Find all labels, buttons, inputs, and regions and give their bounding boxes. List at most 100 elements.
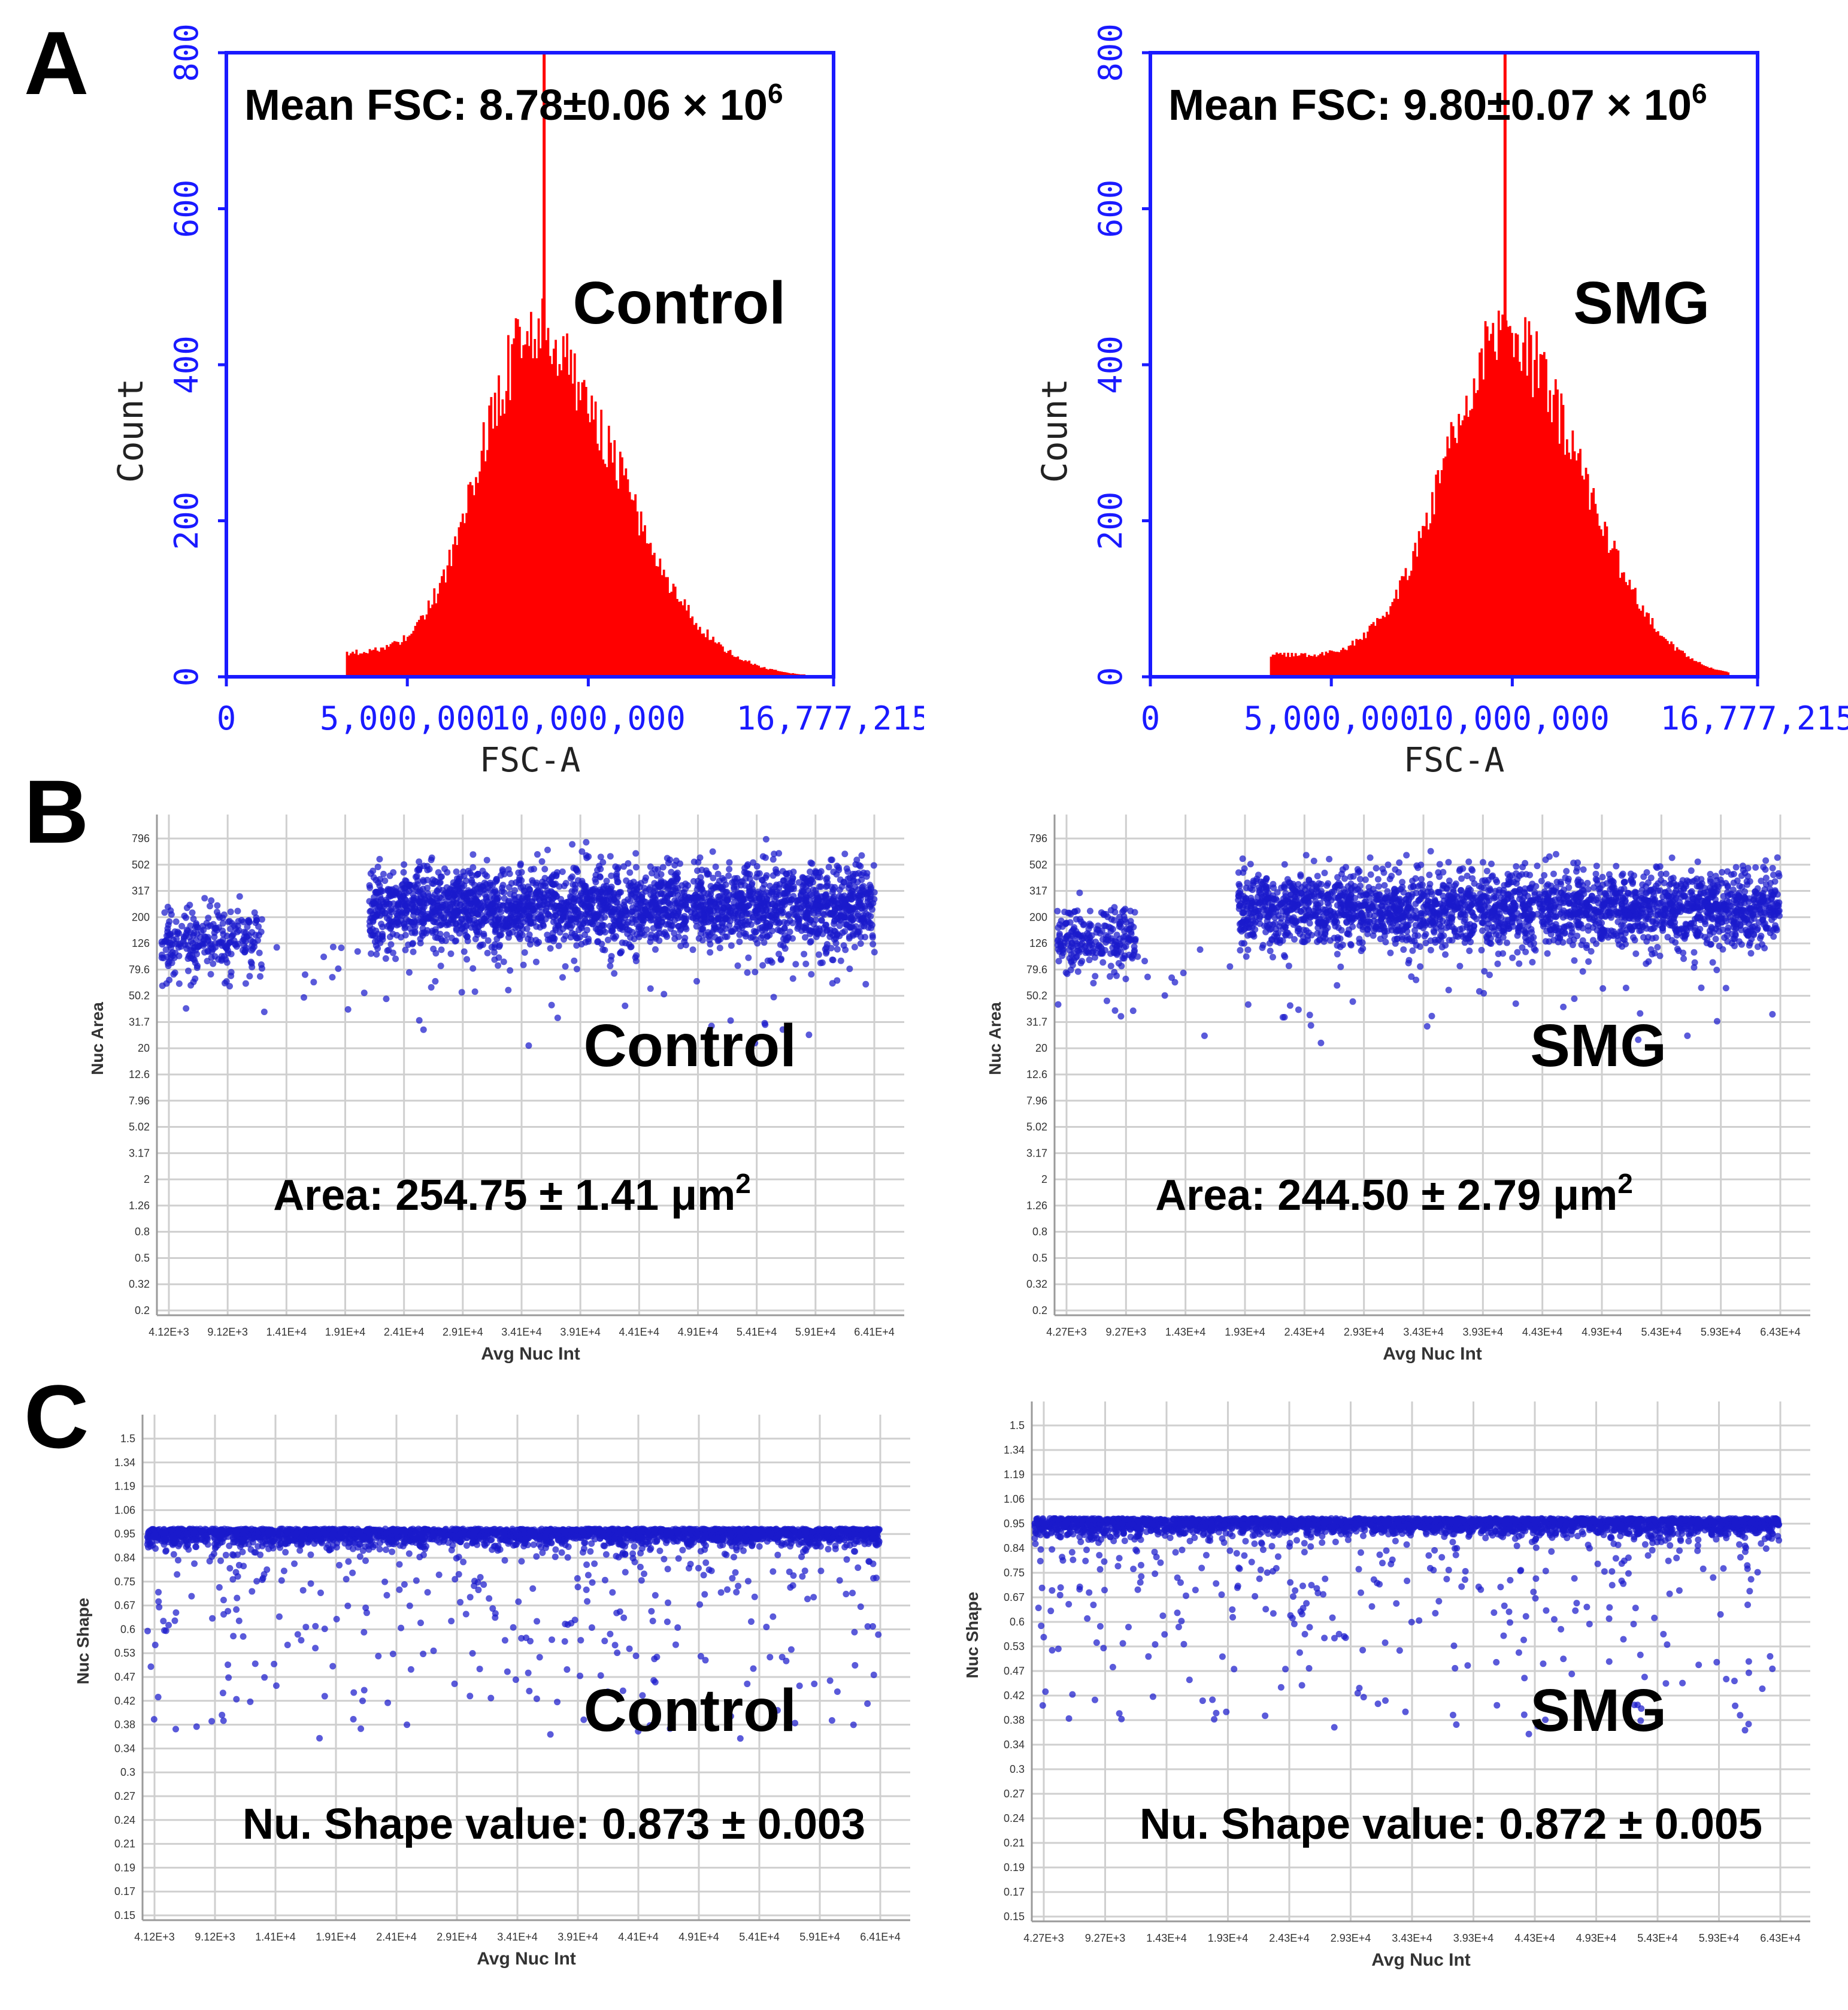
histogram-bar [680, 601, 683, 677]
scatter-point [208, 897, 215, 904]
histogram-bar [695, 623, 698, 677]
scatter-point [402, 923, 409, 930]
scatter-point [177, 943, 184, 950]
scatter-point [521, 949, 528, 956]
histogram-bar [617, 488, 620, 677]
scatter-point [1373, 865, 1380, 872]
histogram-bar [1672, 644, 1675, 677]
histogram-bar [1323, 655, 1326, 677]
histogram-bar [556, 376, 559, 677]
scatter-point [817, 868, 825, 875]
scatter-point [847, 924, 855, 931]
histogram-bar [1385, 612, 1388, 677]
histogram-bar [539, 348, 542, 677]
scatter-point [453, 907, 460, 914]
histogram-bar [1480, 348, 1483, 677]
scatter-point [338, 945, 345, 952]
scatter-point [1247, 861, 1254, 868]
histogram-bar [1632, 589, 1635, 677]
histogram-bar [1370, 623, 1373, 677]
scatter-point [479, 867, 486, 874]
histogram-bar [647, 543, 650, 677]
scatter-point [707, 907, 714, 914]
histogram-bar [569, 349, 572, 677]
histogram-bar [664, 577, 667, 677]
scatter-point [329, 943, 337, 950]
scatter-point [1127, 907, 1134, 915]
histogram-bar [636, 511, 639, 677]
scatter-point [836, 904, 843, 911]
scatter-point [251, 909, 258, 916]
scatter-point [462, 931, 469, 939]
scatter-point [1541, 872, 1548, 879]
scatter-point [638, 900, 645, 907]
x-axis-title: Avg Nuc Int [481, 1344, 580, 1364]
scatter-point [752, 968, 759, 976]
histogram-bar [503, 413, 506, 677]
scatter-point [481, 886, 489, 893]
histogram-bar [568, 374, 571, 677]
histogram-bar [1634, 588, 1637, 677]
histogram-bar [769, 668, 772, 677]
histogram-bar [662, 570, 665, 677]
scatter-point [538, 918, 546, 925]
scatter-point [530, 919, 537, 926]
scatter-point [495, 954, 502, 961]
scatter-point [759, 962, 767, 969]
scatter-point [1688, 867, 1695, 874]
condition-label: Control [584, 1012, 796, 1079]
histogram-bar [1331, 650, 1333, 677]
histogram-bar [441, 576, 443, 677]
histogram-bar [444, 582, 447, 677]
scatter-point [726, 865, 733, 873]
histogram-bar [1641, 605, 1644, 677]
scatter-point [750, 928, 758, 935]
scatter-point [207, 940, 214, 948]
mean-fsc-annotation: Mean FSC: 8.78±0.06 × 106 [244, 78, 783, 129]
histogram-bar [560, 370, 563, 677]
y-tick-label: 502 [1029, 859, 1047, 871]
x-tick-label: 3.41E+4 [501, 1326, 542, 1338]
scatter-point [667, 915, 674, 922]
scatter-point [1565, 884, 1573, 891]
scatter-point [1719, 946, 1726, 953]
scatter-point [581, 931, 589, 939]
scatter-point [193, 964, 201, 971]
scatter-point [578, 901, 586, 908]
scatter-point [1121, 928, 1128, 935]
measurement-annotation: Area: 254.75 ± 1.41 μm2 [273, 1168, 751, 1219]
scatter-point [534, 888, 541, 895]
scatter-point [458, 884, 465, 891]
scatter-point [1128, 921, 1135, 928]
scatter-point [367, 870, 374, 877]
scatter-point [1603, 880, 1610, 887]
histogram-bar [742, 661, 745, 677]
histogram-bar [772, 670, 775, 677]
scatter-point [716, 945, 723, 952]
scatter-point [1076, 947, 1083, 954]
panel-letter-b: B [24, 761, 89, 862]
scatter-point [488, 919, 495, 926]
scatter-point [858, 852, 865, 859]
scatter-point [238, 916, 245, 924]
scatter-point [541, 865, 549, 873]
histogram-bar [1674, 650, 1677, 677]
scatter-point [553, 869, 561, 876]
scatter-point [425, 890, 432, 897]
histogram-bar [638, 535, 641, 677]
x-tick-label: 4.43E+4 [1522, 1326, 1563, 1338]
histogram-bar [381, 647, 384, 677]
scatter-point [401, 861, 408, 868]
x-tick-label: 5.91E+4 [795, 1326, 836, 1338]
scatter-point [768, 959, 775, 966]
scatter-point [805, 1031, 813, 1039]
scatter-point [371, 900, 378, 907]
scatter-point [589, 921, 596, 928]
histogram-bar [1486, 326, 1489, 677]
scatter-point [428, 984, 435, 991]
scatter-point [1302, 852, 1310, 859]
scatter-point [798, 909, 805, 916]
scatter-point [801, 950, 808, 958]
scatter-point [807, 868, 814, 876]
scatter-point [710, 874, 717, 882]
